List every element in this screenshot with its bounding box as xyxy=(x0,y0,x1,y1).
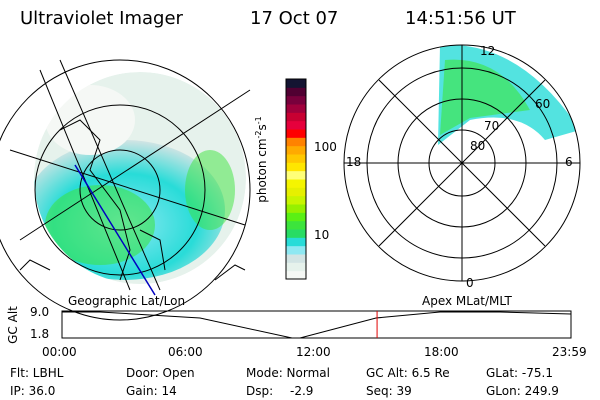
colorbar-segment xyxy=(286,154,306,163)
colorbar-segment xyxy=(286,204,306,213)
colorbar-exp1: -2 xyxy=(253,130,263,139)
lat-label-70: 70 xyxy=(484,119,500,133)
colorbar-unit-s: s xyxy=(254,124,269,131)
gain-status: Gain: 14 xyxy=(126,384,177,398)
colorbar-segment xyxy=(286,129,306,138)
color-scale-bar xyxy=(285,78,307,280)
date-label: 17 Oct 07 xyxy=(250,8,339,29)
time-tick-0600: 06:00 xyxy=(168,345,203,359)
glat-status: GLat: -75.1 xyxy=(486,366,553,380)
mlt-label-18: 18 xyxy=(346,155,362,169)
time-tick-1800: 18:00 xyxy=(424,345,459,359)
mlt-label-12: 12 xyxy=(480,44,496,58)
altitude-plot xyxy=(61,310,572,339)
colorbar-segment xyxy=(286,220,306,230)
colorbar-segment xyxy=(286,104,306,113)
colorbar-segment xyxy=(286,229,306,238)
colorbar-tick-100: 100 xyxy=(314,140,337,154)
colorbar-segment xyxy=(286,145,306,155)
seq-status: Seq: 39 xyxy=(366,384,412,398)
mlt-label-6: 6 xyxy=(565,155,573,169)
ip-status: IP: 36.0 xyxy=(10,384,56,398)
door-status: Door: Open xyxy=(126,366,195,380)
colorbar-segment xyxy=(286,120,306,130)
colorbar-segment xyxy=(286,262,306,272)
apex-label: Apex MLat/MLT xyxy=(422,294,512,308)
colorbar-segment xyxy=(286,270,306,280)
colorbar-segment xyxy=(286,95,306,105)
time-tick-0000: 00:00 xyxy=(42,345,77,359)
colorbar-segment xyxy=(286,245,306,255)
polar-grid xyxy=(343,44,581,282)
colorbar-segment xyxy=(286,162,306,172)
time-tick-2359: 23:59 xyxy=(552,345,587,359)
time-label: 14:51:56 UT xyxy=(405,8,516,29)
colorbar-unit: photon cm xyxy=(254,138,269,203)
geographic-image xyxy=(34,72,246,284)
lat-label-80: 80 xyxy=(470,139,486,153)
lat-lon-grid xyxy=(0,59,251,321)
colorbar-label: photon cm-2s-1 xyxy=(254,116,269,203)
dsp-value: -2.9 xyxy=(290,384,314,398)
time-tick-1200: 12:00 xyxy=(296,345,331,359)
colorbar-segment xyxy=(286,112,306,122)
altitude-tick-9: 9.0 xyxy=(30,305,50,319)
colorbar-tick-10: 10 xyxy=(314,228,330,242)
colorbar-segment xyxy=(286,79,306,88)
colorbar-segment xyxy=(286,212,306,222)
colorbar-segment xyxy=(286,87,306,97)
filter-status: Flt: LBHL xyxy=(10,366,64,380)
colorbar-segment xyxy=(286,179,306,188)
colorbar-segment xyxy=(286,237,306,247)
altitude-axis-label: GC Alt xyxy=(5,306,20,344)
dsp-label: Dsp: xyxy=(246,384,274,398)
mode-status: Mode: Normal xyxy=(246,366,330,380)
geographic-label: Geographic Lat/Lon xyxy=(68,294,186,308)
glon-status: GLon: 249.9 xyxy=(486,384,559,398)
lat-label-60: 60 xyxy=(535,97,551,111)
colorbar-segment xyxy=(286,170,306,180)
colorbar-segment xyxy=(286,137,306,147)
colorbar-segment xyxy=(286,195,306,205)
altitude-tick-1-8: 1.8 xyxy=(30,327,50,341)
colorbar-segment xyxy=(286,187,306,197)
gc-alt-status: GC Alt: 6.5 Re xyxy=(366,366,450,380)
colorbar-outline xyxy=(285,78,307,280)
colorbar-exp2: -1 xyxy=(253,116,263,125)
mlt-label-0: 0 xyxy=(466,276,474,290)
colorbar-segment xyxy=(286,254,306,263)
instrument-title: Ultraviolet Imager xyxy=(20,8,183,29)
